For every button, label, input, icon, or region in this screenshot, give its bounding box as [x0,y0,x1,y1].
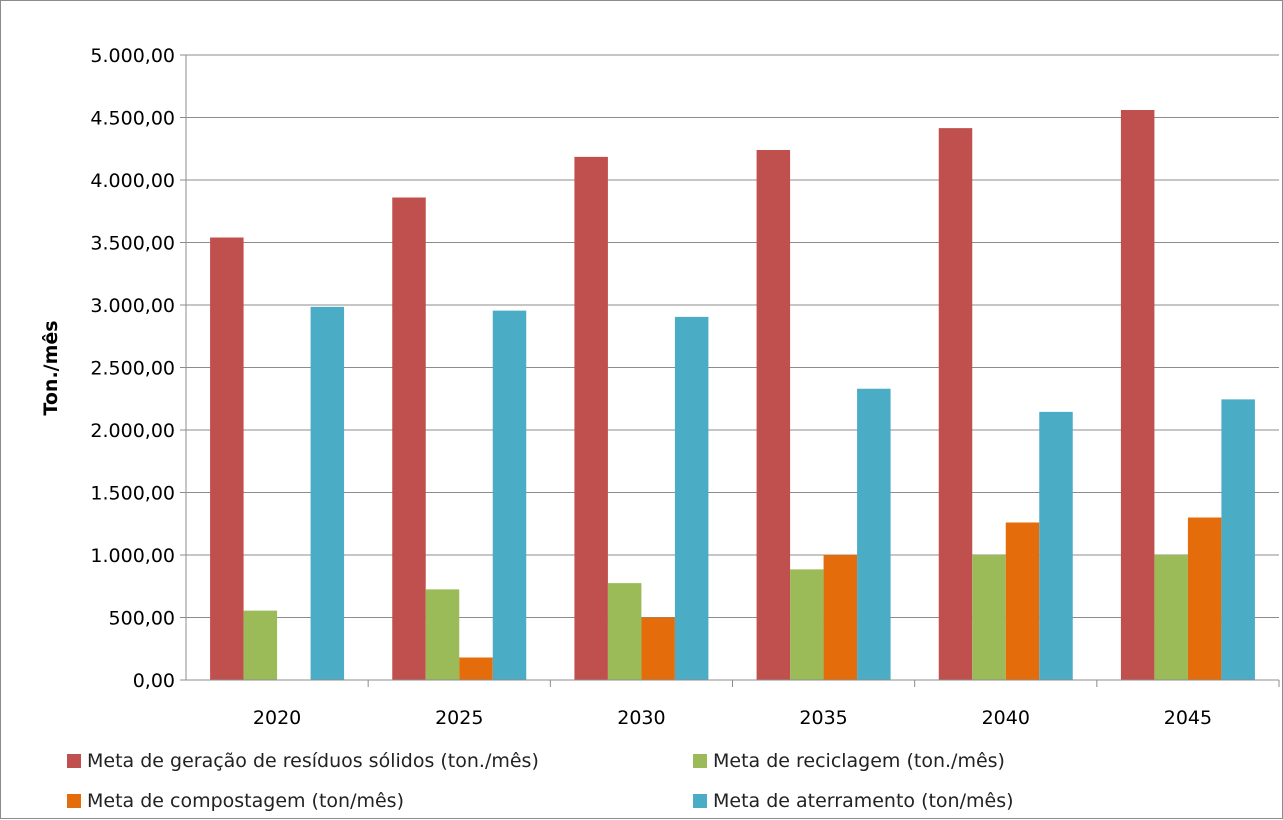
bar-2030-series-0 [574,156,608,680]
bar-2040-series-2 [1005,522,1040,680]
x-tick-label: 2045 [1164,707,1212,729]
bar-2025-series-0 [392,197,426,680]
y-tick-label: 5.000,00 [90,45,175,67]
y-axis-ticks: 0,00 500,00 1.000,00 1.500,00 2.000,00 2.500,… [90,45,186,692]
y-tick-label: 4.000,00 [90,170,175,192]
bar-2030-series-3 [674,316,709,680]
y-tick-label: 1.500,00 [90,483,175,505]
bar-2040-series-3 [1039,411,1073,680]
bar-2035-series-3 [857,388,891,680]
bar-2045-series-0 [1120,110,1155,680]
x-tick-label: 2020 [253,707,301,729]
bars [210,110,1255,680]
bar-2030-series-2 [641,617,675,680]
x-tick-label: 2030 [617,707,665,729]
y-axis-label: Ton./mês [40,320,62,415]
bar-2045-series-3 [1221,399,1255,680]
bar-2020-series-0 [210,237,244,680]
bar-2020-series-3 [310,306,345,680]
x-tick-label: 2025 [435,707,483,729]
bar-2035-series-1 [790,569,824,680]
bar-2045-series-2 [1187,517,1222,680]
y-tick-label: 2.500,00 [90,358,175,380]
bar-2025-series-1 [425,589,460,680]
bar-2035-series-0 [756,150,791,680]
x-axis-ticks: 2020 2025 2030 2035 2040 2045 [253,680,1280,729]
y-tick-label: 4.500,00 [90,108,175,130]
bar-2040-series-1 [972,555,1006,680]
y-tick-label: 1.000,00 [90,545,175,567]
y-tick-label: 0,00 [133,670,175,692]
y-tick-label: 3.500,00 [90,233,175,255]
x-tick-label: 2040 [982,707,1030,729]
y-tick-label: 500,00 [109,608,175,630]
bar-2040-series-0 [938,128,973,680]
y-tick-label: 2.000,00 [90,420,175,442]
x-tick-label: 2035 [799,707,847,729]
gridlines [186,54,1279,618]
bar-2045-series-1 [1154,555,1188,680]
bar-2035-series-2 [823,555,858,680]
bar-2030-series-1 [607,583,642,680]
bar-2025-series-2 [459,657,493,680]
bar-2025-series-3 [492,310,527,680]
y-tick-label: 3.000,00 [90,295,175,317]
bar-2020-series-1 [243,610,278,680]
